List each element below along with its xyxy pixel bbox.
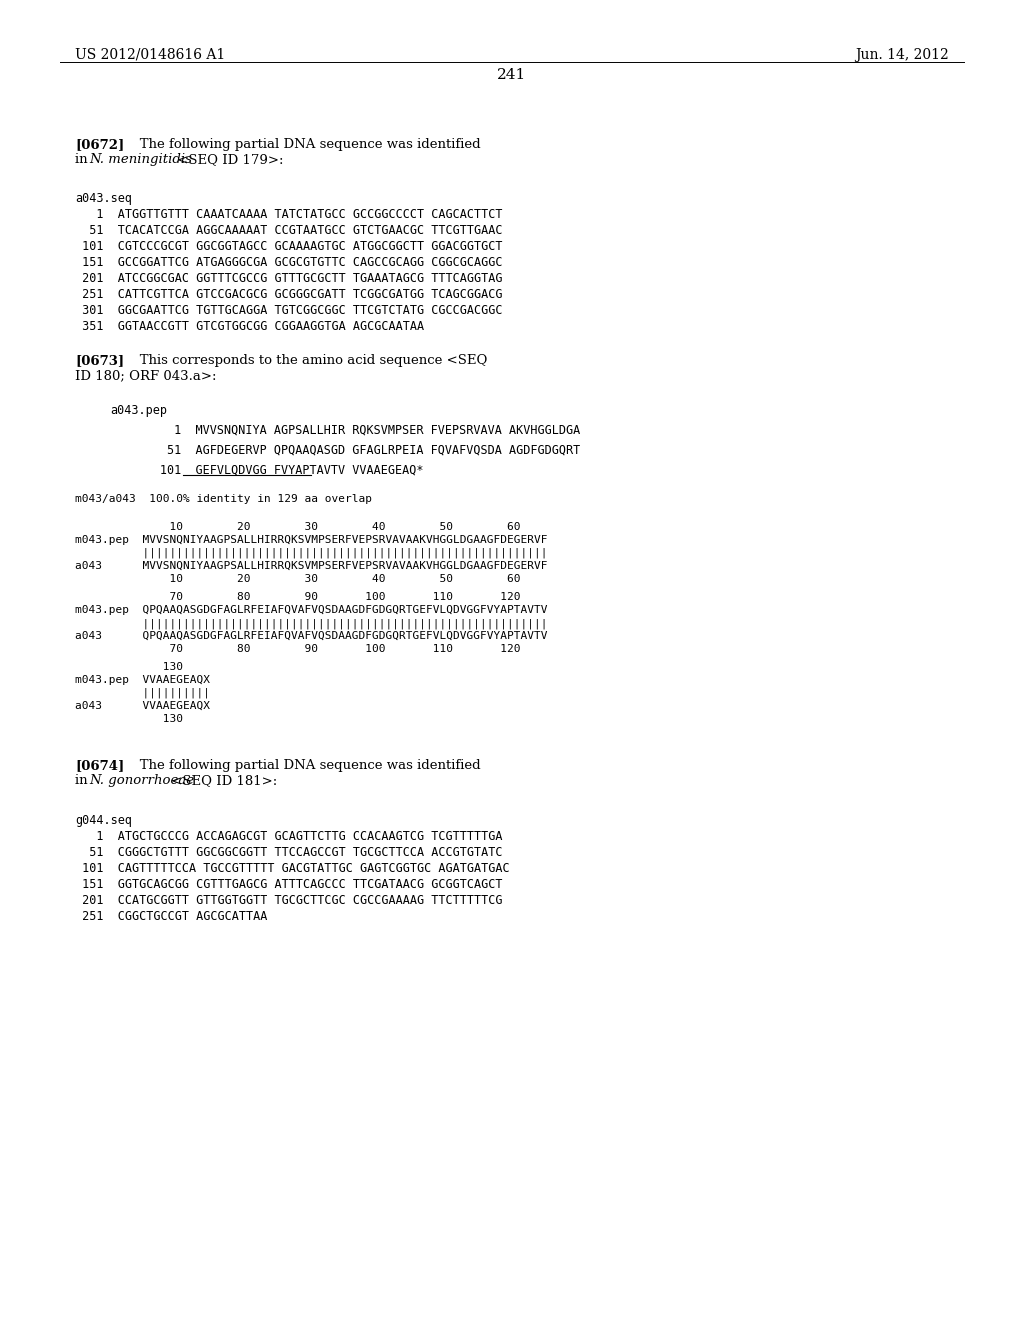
Text: 1  ATGGTTGTTT CAAATCAAAA TATCTATGCC GCCGGCCCCT CAGCACTTCT: 1 ATGGTTGTTT CAAATCAAAA TATCTATGCC GCCGG… (75, 209, 503, 220)
Text: m043.pep  VVAAEGEAQX: m043.pep VVAAEGEAQX (75, 675, 210, 685)
Text: [0673]: [0673] (75, 354, 124, 367)
Text: This corresponds to the amino acid sequence <SEQ: This corresponds to the amino acid seque… (127, 354, 487, 367)
Text: 151  GCCGGATTCG ATGAGGGCGA GCGCGTGTTC CAGCCGCAGG CGGCGCAGGC: 151 GCCGGATTCG ATGAGGGCGA GCGCGTGTTC CAG… (75, 256, 503, 269)
Text: a043.seq: a043.seq (75, 191, 132, 205)
Text: 351  GGTAACCGTT GTCGTGGCGG CGGAAGGTGA AGCGCAATAA: 351 GGTAACCGTT GTCGTGGCGG CGGAAGGTGA AGC… (75, 319, 424, 333)
Text: m043.pep  QPQAAQASGDGFAGLRFEIAFQVAFVQSDAAGDFGDGQRTGEFVLQDVGGFVYAPTAVTV: m043.pep QPQAAQASGDGFAGLRFEIAFQVAFVQSDAA… (75, 605, 548, 615)
Text: 70        80        90       100       110       120: 70 80 90 100 110 120 (75, 644, 520, 653)
Text: a043      MVVSNQNIYAAGPSALLHIRRQKSVMPSERFVEPSRVAVAAKVHGGLDGAAGFDEGERVF: a043 MVVSNQNIYAAGPSALLHIRRQKSVMPSERFVEPS… (75, 561, 548, 572)
Text: 101  CGTCCCGCGT GGCGGTAGCC GCAAAAGTGC ATGGCGGCTT GGACGGTGCT: 101 CGTCCCGCGT GGCGGTAGCC GCAAAAGTGC ATG… (75, 240, 503, 253)
Text: 151  GGTGCAGCGG CGTTTGAGCG ATTTCAGCCC TTCGATAACG GCGGTCAGCT: 151 GGTGCAGCGG CGTTTGAGCG ATTTCAGCCC TTC… (75, 878, 503, 891)
Text: ||||||||||||||||||||||||||||||||||||||||||||||||||||||||||||: ||||||||||||||||||||||||||||||||||||||||… (75, 618, 548, 628)
Text: <SEQ ID 179>:: <SEQ ID 179>: (173, 153, 284, 166)
Text: in: in (75, 153, 92, 166)
Text: 1  ATGCTGCCCG ACCAGAGCGT GCAGTTCTTG CCACAAGTCG TCGTTTTTGA: 1 ATGCTGCCCG ACCAGAGCGT GCAGTTCTTG CCACA… (75, 830, 503, 843)
Text: <SEQ ID 181>:: <SEQ ID 181>: (167, 774, 278, 787)
Text: The following partial DNA sequence was identified: The following partial DNA sequence was i… (127, 139, 480, 150)
Text: 51  TCACATCCGA AGGCAAAAAT CCGTAATGCC GTCTGAACGC TTCGTTGAAC: 51 TCACATCCGA AGGCAAAAAT CCGTAATGCC GTCT… (75, 224, 503, 238)
Text: 10        20        30        40        50        60: 10 20 30 40 50 60 (75, 574, 520, 583)
Text: 10        20        30        40        50        60: 10 20 30 40 50 60 (75, 521, 520, 532)
Text: 70        80        90       100       110       120: 70 80 90 100 110 120 (75, 591, 520, 602)
Text: US 2012/0148616 A1: US 2012/0148616 A1 (75, 48, 225, 62)
Text: The following partial DNA sequence was identified: The following partial DNA sequence was i… (127, 759, 480, 772)
Text: [0674]: [0674] (75, 759, 124, 772)
Text: ||||||||||||||||||||||||||||||||||||||||||||||||||||||||||||: ||||||||||||||||||||||||||||||||||||||||… (75, 548, 548, 558)
Text: 51  CGGGCTGTTT GGCGGCGGTT TTCCAGCCGT TGCGCTTCCA ACCGTGTATC: 51 CGGGCTGTTT GGCGGCGGTT TTCCAGCCGT TGCG… (75, 846, 503, 859)
Text: a043      VVAAEGEAQX: a043 VVAAEGEAQX (75, 701, 210, 711)
Text: N. gonorrhoeae: N. gonorrhoeae (89, 774, 195, 787)
Text: 51  AGFDEGERVP QPQAAQASGD GFAGLRPEIA FQVAFVQSDA AGDFGDGQRT: 51 AGFDEGERVP QPQAAQASGD GFAGLRPEIA FQVA… (110, 444, 581, 457)
Text: a043.pep: a043.pep (110, 404, 167, 417)
Text: ID 180; ORF 043.a>:: ID 180; ORF 043.a>: (75, 370, 216, 381)
Text: 130: 130 (75, 714, 183, 723)
Text: 101  CAGTTTTTCCA TGCCGTTTTT GACGTATTGC GAGTCGGTGC AGATGATGAC: 101 CAGTTTTTCCA TGCCGTTTTT GACGTATTGC GA… (75, 862, 510, 875)
Text: 251  CGGCTGCCGT AGCGCATTAA: 251 CGGCTGCCGT AGCGCATTAA (75, 909, 267, 923)
Text: [0672]: [0672] (75, 139, 124, 150)
Text: m043.pep  MVVSNQNIYAAGPSALLHIRRQKSVMPSERFVEPSRVAVAAKVHGGLDGAAGFDEGERVF: m043.pep MVVSNQNIYAAGPSALLHIRRQKSVMPSERF… (75, 535, 548, 545)
Text: 201  CCATGCGGTT GTTGGTGGTT TGCGCTTCGC CGCCGAAAAG TTCTTTTTCG: 201 CCATGCGGTT GTTGGTGGTT TGCGCTTCGC CGC… (75, 894, 503, 907)
Text: 201  ATCCGGCGAC GGTTTCGCCG GTTTGCGCTT TGAAATAGCG TTTCAGGTAG: 201 ATCCGGCGAC GGTTTCGCCG GTTTGCGCTT TGA… (75, 272, 503, 285)
Text: a043      QPQAAQASGDGFAGLRFEIAFQVAFVQSDAAGDFGDGQRTGEFVLQDVGGFVYAPTAVTV: a043 QPQAAQASGDGFAGLRFEIAFQVAFVQSDAAGDFG… (75, 631, 548, 642)
Text: g044.seq: g044.seq (75, 814, 132, 828)
Text: 251  CATTCGTTCA GTCCGACGCG GCGGGCGATT TCGGCGATGG TCAGCGGACG: 251 CATTCGTTCA GTCCGACGCG GCGGGCGATT TCG… (75, 288, 503, 301)
Text: 241: 241 (498, 69, 526, 82)
Text: N. meningitidis: N. meningitidis (89, 153, 191, 166)
Text: in: in (75, 774, 92, 787)
Text: Jun. 14, 2012: Jun. 14, 2012 (855, 48, 949, 62)
Text: 101  GEFVLQDVGG FVYAPTAVTV VVAAEGEAQ*: 101 GEFVLQDVGG FVYAPTAVTV VVAAEGEAQ* (110, 465, 424, 477)
Text: 130: 130 (75, 663, 183, 672)
Text: 1  MVVSNQNIYA AGPSALLHIR RQKSVMPSER FVEPSRVAVA AKVHGGLDGA: 1 MVVSNQNIYA AGPSALLHIR RQKSVMPSER FVEPS… (110, 424, 581, 437)
Text: 301  GGCGAATTCG TGTTGCAGGA TGTCGGCGGC TTCGTCTATG CGCCGACGGC: 301 GGCGAATTCG TGTTGCAGGA TGTCGGCGGC TTC… (75, 304, 503, 317)
Text: ||||||||||: |||||||||| (75, 688, 210, 698)
Text: m043/a043  100.0% identity in 129 aa overlap: m043/a043 100.0% identity in 129 aa over… (75, 494, 372, 504)
